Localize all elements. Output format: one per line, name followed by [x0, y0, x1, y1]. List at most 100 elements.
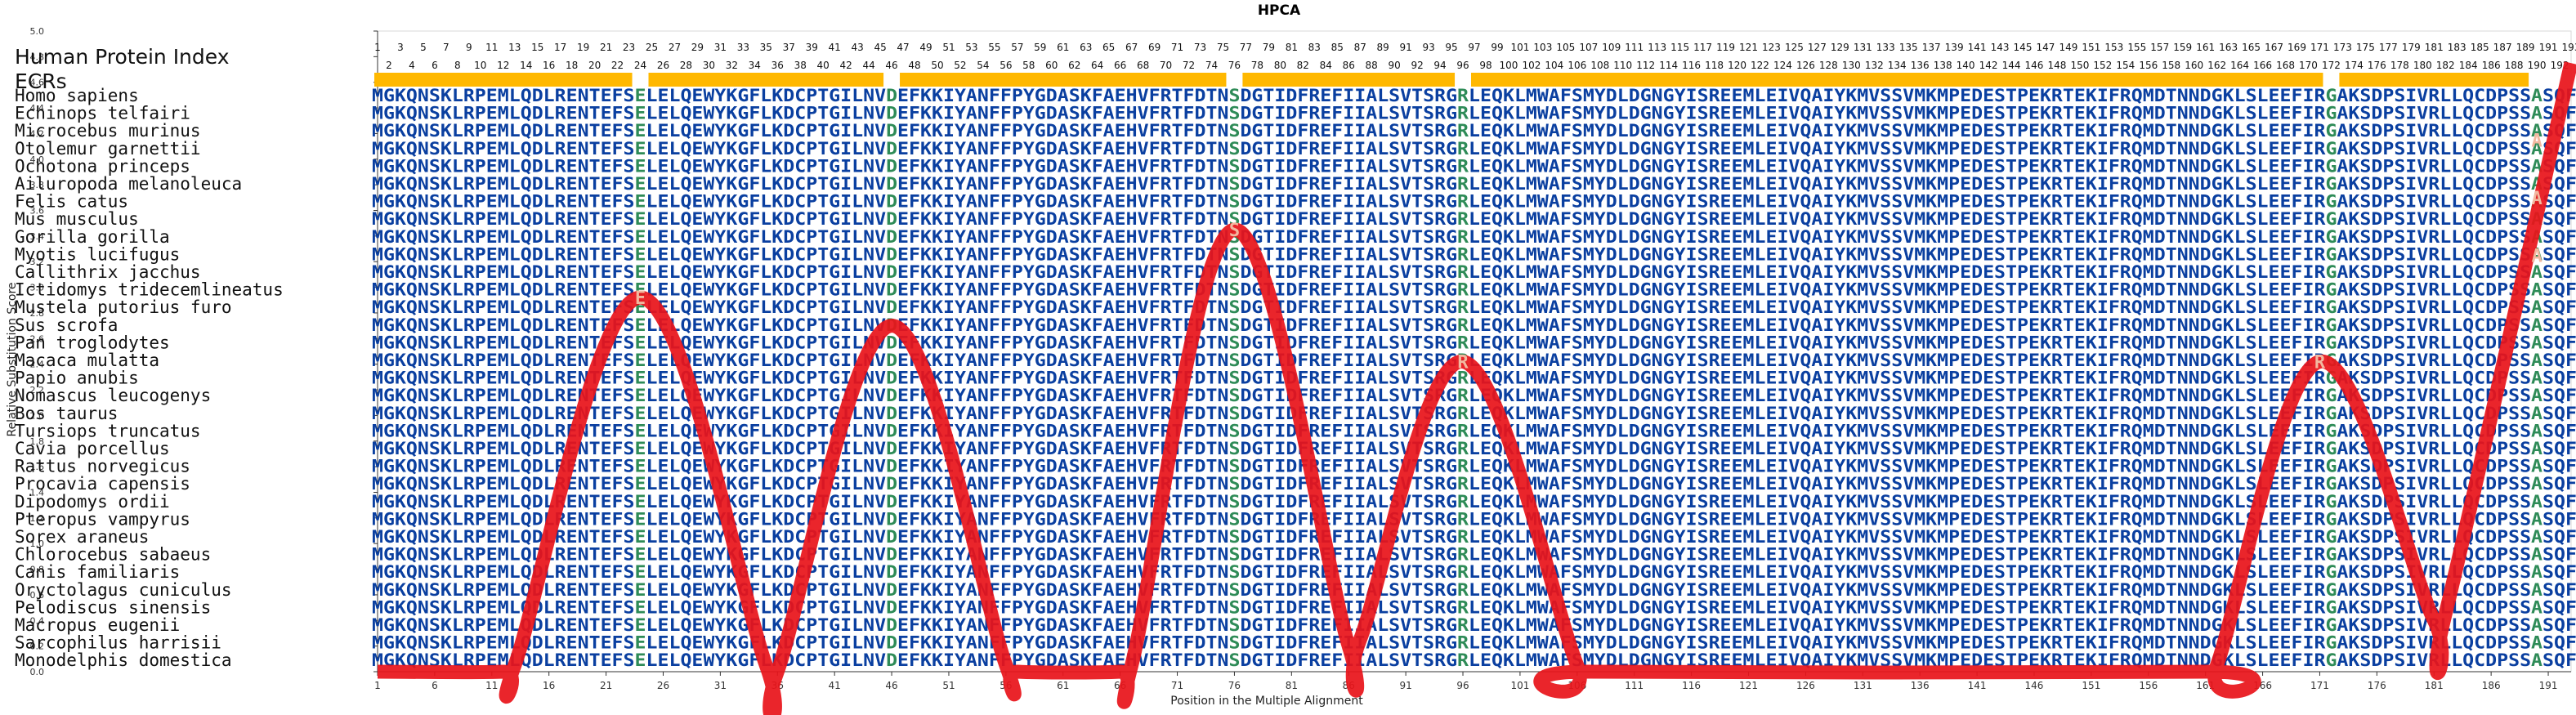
- protein-index-number: 174: [2345, 60, 2364, 71]
- protein-index-number: 7: [443, 42, 449, 53]
- protein-index-number: 43: [851, 42, 863, 53]
- protein-index-number: 27: [669, 42, 681, 53]
- protein-index-number: 48: [908, 60, 920, 71]
- human-protein-index-label: Human Protein Index: [15, 45, 230, 69]
- protein-index-number: 104: [1545, 60, 1563, 71]
- ecr-bars: [374, 73, 2529, 87]
- protein-index-number: 119: [1716, 42, 1735, 53]
- protein-index-number: 133: [1876, 42, 1895, 53]
- protein-index-number: 55: [988, 42, 1000, 53]
- protein-index-number: 35: [760, 42, 772, 53]
- species-label: Papio anubis: [15, 369, 139, 388]
- protein-index-number: 30: [703, 60, 715, 71]
- x-tick-label: 141: [1968, 680, 1987, 691]
- protein-index-number: 40: [817, 60, 830, 71]
- x-tick-label: 171: [2310, 680, 2329, 691]
- protein-index-number: 105: [1556, 42, 1575, 53]
- protein-index-number: 158: [2162, 60, 2180, 71]
- alignment-row: MGKQNSKLRPEMLQDLRENTEFS ELELQEWYKGFLKDCPT…: [372, 192, 2576, 212]
- protein-index-number: 87: [1354, 42, 1366, 53]
- y-tick-label: 0.0: [30, 667, 45, 677]
- alignment-row: MGKQNSKLRPEMLQDLRENTEFS ELELQEWYKGFLKDCPT…: [372, 457, 2576, 476]
- y-tick-label: 1.8: [30, 436, 45, 447]
- x-tick-label: 81: [1286, 680, 1298, 691]
- protein-index-number: 108: [1590, 60, 1609, 71]
- protein-index-number: 162: [2207, 60, 2226, 71]
- y-tick-label: 2.6: [30, 333, 45, 344]
- protein-index-number: 47: [897, 42, 909, 53]
- line-residue-label: R: [2314, 353, 2326, 373]
- protein-index-number: 97: [1468, 42, 1480, 53]
- species-label: Rattus norvegicus: [15, 457, 190, 476]
- protein-index-number: 81: [1286, 42, 1298, 53]
- protein-index-number: 102: [1522, 60, 1541, 71]
- protein-index-number: 132: [1865, 60, 1884, 71]
- protein-index-number: 159: [2173, 42, 2192, 53]
- protein-index-number: 76: [1228, 60, 1241, 71]
- protein-index-number: 113: [1648, 42, 1666, 53]
- y-tick-label: 2.2: [30, 385, 45, 395]
- protein-index-number: 117: [1693, 42, 1712, 53]
- protein-index-number: 14: [520, 60, 532, 71]
- protein-index-number: 152: [2093, 60, 2112, 71]
- protein-index-number: 176: [2368, 60, 2386, 71]
- protein-index-number: 169: [2288, 42, 2306, 53]
- alignment-row: MGKQNSKLRPEMLQDLRENTEFS ELELQEWYKGFLKDCPT…: [372, 633, 2576, 653]
- alignment-row: MGKQNSKLRPEMLQDLRENTEFS ELELQEWYKGFLKDCPT…: [372, 615, 2576, 635]
- protein-index-number: 128: [1819, 60, 1838, 71]
- protein-index-number: 65: [1102, 42, 1115, 53]
- protein-index-number: 181: [2425, 42, 2444, 53]
- protein-index-number: 99: [1491, 42, 1503, 53]
- alignment-row: MGKQNSKLRPEMLQDLRENTEFS ELELQEWYKGFLKDCPT…: [372, 351, 2576, 370]
- protein-index-number: 98: [1479, 60, 1491, 71]
- protein-index-number: 17: [554, 42, 566, 53]
- species-label: Ochotona princeps: [15, 156, 190, 176]
- protein-index-number: 67: [1125, 42, 1138, 53]
- x-tick-label: 146: [2025, 680, 2044, 691]
- score-line-path: [377, 61, 2576, 715]
- protein-index-number: 164: [2230, 60, 2249, 71]
- protein-index-number: 188: [2505, 60, 2524, 71]
- species-label: Sorex araneus: [15, 527, 149, 547]
- protein-index-number: 62: [1068, 60, 1080, 71]
- protein-index-number: 135: [1899, 42, 1918, 53]
- alignment-row: MGKQNSKLRPEMLQDLRENTEFS ELELQEWYKGFLKDCPT…: [372, 280, 2576, 300]
- protein-index-number: 11: [485, 42, 498, 53]
- protein-index-number: 89: [1377, 42, 1389, 53]
- protein-index-number: 59: [1034, 42, 1046, 53]
- x-tick-label: 11: [485, 680, 498, 691]
- protein-index-number: 126: [1796, 60, 1815, 71]
- protein-index-number: 191: [2539, 42, 2558, 53]
- alignment-row: MGKQNSKLRPEMLQDLRENTEFS ELELQEWYKGFLKDCPT…: [372, 474, 2576, 494]
- protein-index-number: 178: [2390, 60, 2409, 71]
- protein-index-number: 124: [1773, 60, 1792, 71]
- protein-index-number: 56: [1000, 60, 1012, 71]
- protein-index-number: 74: [1205, 60, 1218, 71]
- protein-index-number: 5: [420, 42, 427, 53]
- ecr-bar: [900, 73, 1227, 87]
- y-tick-label: 3.8: [30, 180, 45, 190]
- species-label: Monodelphis domestica: [15, 650, 232, 670]
- protein-index-number: 148: [2047, 60, 2066, 71]
- protein-index-number: 50: [931, 60, 943, 71]
- protein-index-number: 175: [2356, 42, 2375, 53]
- x-tick-label: 156: [2139, 680, 2158, 691]
- protein-index-number: 179: [2402, 42, 2421, 53]
- protein-index-number: 136: [1911, 60, 1930, 71]
- species-label: Echinops telfairi: [15, 104, 190, 123]
- y-tick-label: 2.8: [30, 308, 45, 319]
- alignment-row: MGKQNSKLRPEMLQDLRENTEFS ELELQEWYKGFLKDCPT…: [372, 86, 2576, 105]
- species-label: Macropus eugenii: [15, 615, 180, 635]
- protein-index-number: 92: [1411, 60, 1423, 71]
- alignment-row: MGKQNSKLRPEMLQDLRENTEFS ELELQEWYKGFLKDCPT…: [372, 650, 2576, 670]
- species-label: Pelodiscus sinensis: [15, 597, 211, 617]
- protein-index-number: 95: [1445, 42, 1457, 53]
- species-label: Chlorocebus sabaeus: [15, 545, 211, 565]
- alignment-row: MGKQNSKLRPEMLQDLRENTEFS ELELQEWYKGFLKDCPT…: [372, 297, 2576, 317]
- protein-index-number: 139: [1945, 42, 1964, 53]
- y-tick-label: 0.8: [30, 565, 45, 575]
- line-residue-label: E: [635, 288, 646, 309]
- protein-index-number: 143: [1991, 42, 2010, 53]
- x-tick-label: 61: [1057, 680, 1069, 691]
